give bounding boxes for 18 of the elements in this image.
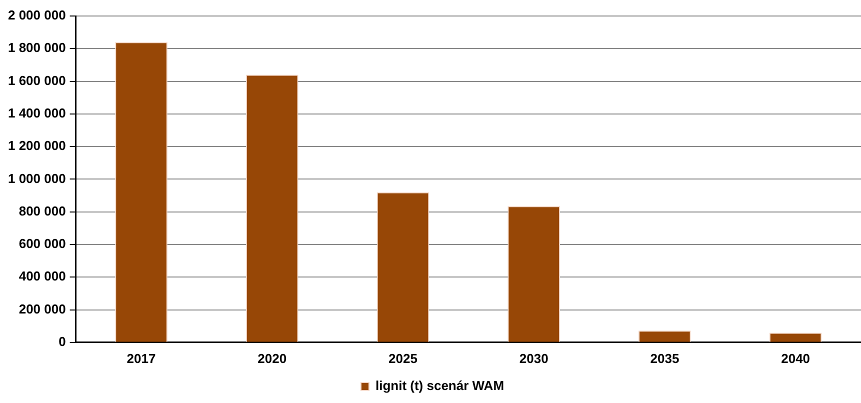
y-tick-label: 0 bbox=[58, 334, 66, 349]
y-tick-label: 400 000 bbox=[18, 268, 66, 284]
y-tick-label: 1 400 000 bbox=[8, 106, 66, 120]
x-tick-label: 2035 bbox=[650, 350, 680, 366]
y-tick-label: 1 000 000 bbox=[8, 170, 66, 186]
y-tick-label: 200 000 bbox=[18, 301, 66, 316]
legend-label: lignit (t) scenár WAM bbox=[375, 378, 504, 394]
y-tick-label: 600 000 bbox=[18, 236, 66, 252]
y-tick-label: 1 200 000 bbox=[8, 138, 66, 154]
y-tick-label: 1 600 000 bbox=[8, 72, 66, 88]
y-tick-label: 800 000 bbox=[18, 203, 66, 218]
x-tick-label: 2020 bbox=[258, 350, 287, 366]
x-tick-label: 2017 bbox=[126, 350, 156, 366]
x-tick-label: 2040 bbox=[781, 350, 810, 366]
y-tick-label: 1 800 000 bbox=[8, 40, 66, 56]
x-tick-label: 2030 bbox=[519, 350, 548, 366]
y-tick-label: 2 000 000 bbox=[8, 8, 66, 23]
x-tick-label: 2025 bbox=[388, 350, 418, 366]
